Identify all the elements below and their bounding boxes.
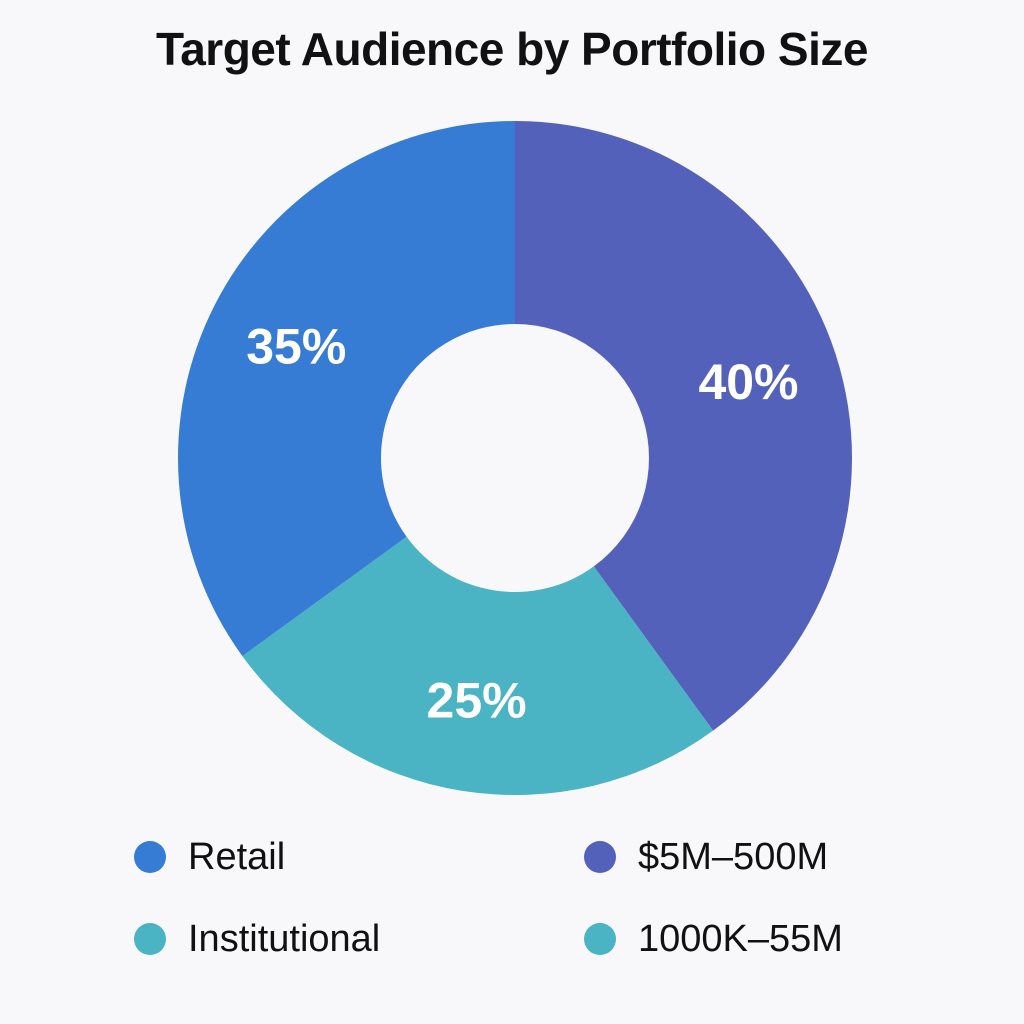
donut-slice-25 bbox=[242, 536, 714, 795]
legend-item-retail: Retail bbox=[134, 832, 285, 882]
chart-title: Target Audience by Portfolio Size bbox=[156, 23, 868, 75]
legend-dot-1000k-55m bbox=[584, 923, 616, 955]
donut-slice-40 bbox=[515, 121, 852, 731]
donut-slice-35 bbox=[177, 120, 515, 657]
legend-dot-5m-500m bbox=[584, 841, 616, 873]
legend-label-retail: Retail bbox=[188, 835, 286, 878]
legend-item-1000k-55m: 1000K–55M bbox=[584, 914, 843, 964]
legend-dot-institutional bbox=[134, 923, 166, 955]
legend-label-5m-500m: $5M–500M bbox=[638, 835, 829, 878]
legend-item-5m-500m: $5M–500M bbox=[584, 832, 828, 882]
legend-item-institutional: Institutional bbox=[134, 914, 380, 964]
slice-label-25: 25% bbox=[427, 672, 527, 728]
legend-label-institutional: Institutional bbox=[188, 917, 381, 960]
slice-label-35: 35% bbox=[246, 319, 346, 375]
legend-label-1000k-55m: 1000K–55M bbox=[638, 917, 843, 960]
legend-dot-retail bbox=[134, 841, 166, 873]
slice-label-40: 40% bbox=[698, 354, 798, 410]
